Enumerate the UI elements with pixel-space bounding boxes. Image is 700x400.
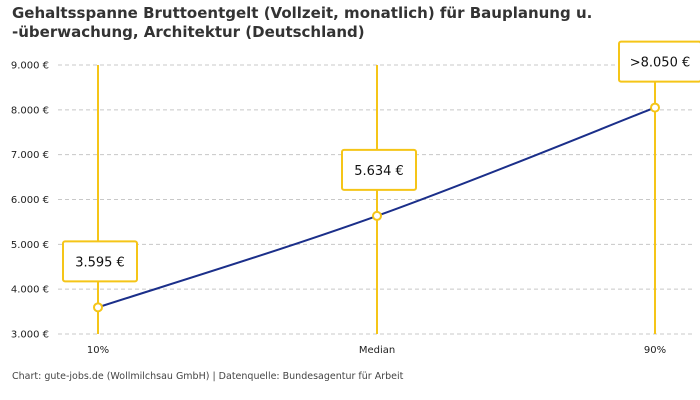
data-label: >8.050 €: [630, 56, 691, 71]
y-tick-label: 7.000 €: [11, 150, 49, 161]
chart-footer: Chart: gute-jobs.de (Wollmilchsau GmbH) …: [12, 371, 404, 382]
y-tick-label: 4.000 €: [11, 285, 49, 296]
x-tick-label: 90%: [644, 345, 666, 356]
data-points: [93, 102, 660, 313]
data-point: [93, 302, 103, 313]
chart-title: Gehaltsspanne Bruttoentgelt (Vollzeit, m…: [12, 4, 593, 41]
data-point: [650, 102, 660, 113]
y-tick-label: 9.000 €: [11, 61, 49, 72]
x-tick-label: Median: [359, 345, 395, 356]
y-tick-label: 3.000 €: [11, 330, 49, 341]
data-label-box: [341, 148, 417, 191]
x-tick-label: 10%: [87, 345, 109, 356]
data-label-box: [618, 40, 700, 83]
y-tick-label: 5.000 €: [11, 240, 49, 251]
data-label: 3.595 €: [75, 255, 125, 270]
data-label-box: [62, 240, 138, 283]
y-tick-label: 8.000 €: [11, 105, 49, 116]
data-label: 5.634 €: [354, 164, 404, 179]
x-axis-ticks: 10% Median 90%: [87, 345, 666, 356]
data-point: [372, 210, 382, 221]
y-axis-ticks: 3.000 € 4.000 € 5.000 € 6.000 € 7.000 € 8.000…: [11, 61, 49, 341]
data-labels: 3.595 € 5.634 € >8.050 €: [62, 40, 700, 283]
y-tick-label: 6.000 €: [11, 195, 49, 206]
